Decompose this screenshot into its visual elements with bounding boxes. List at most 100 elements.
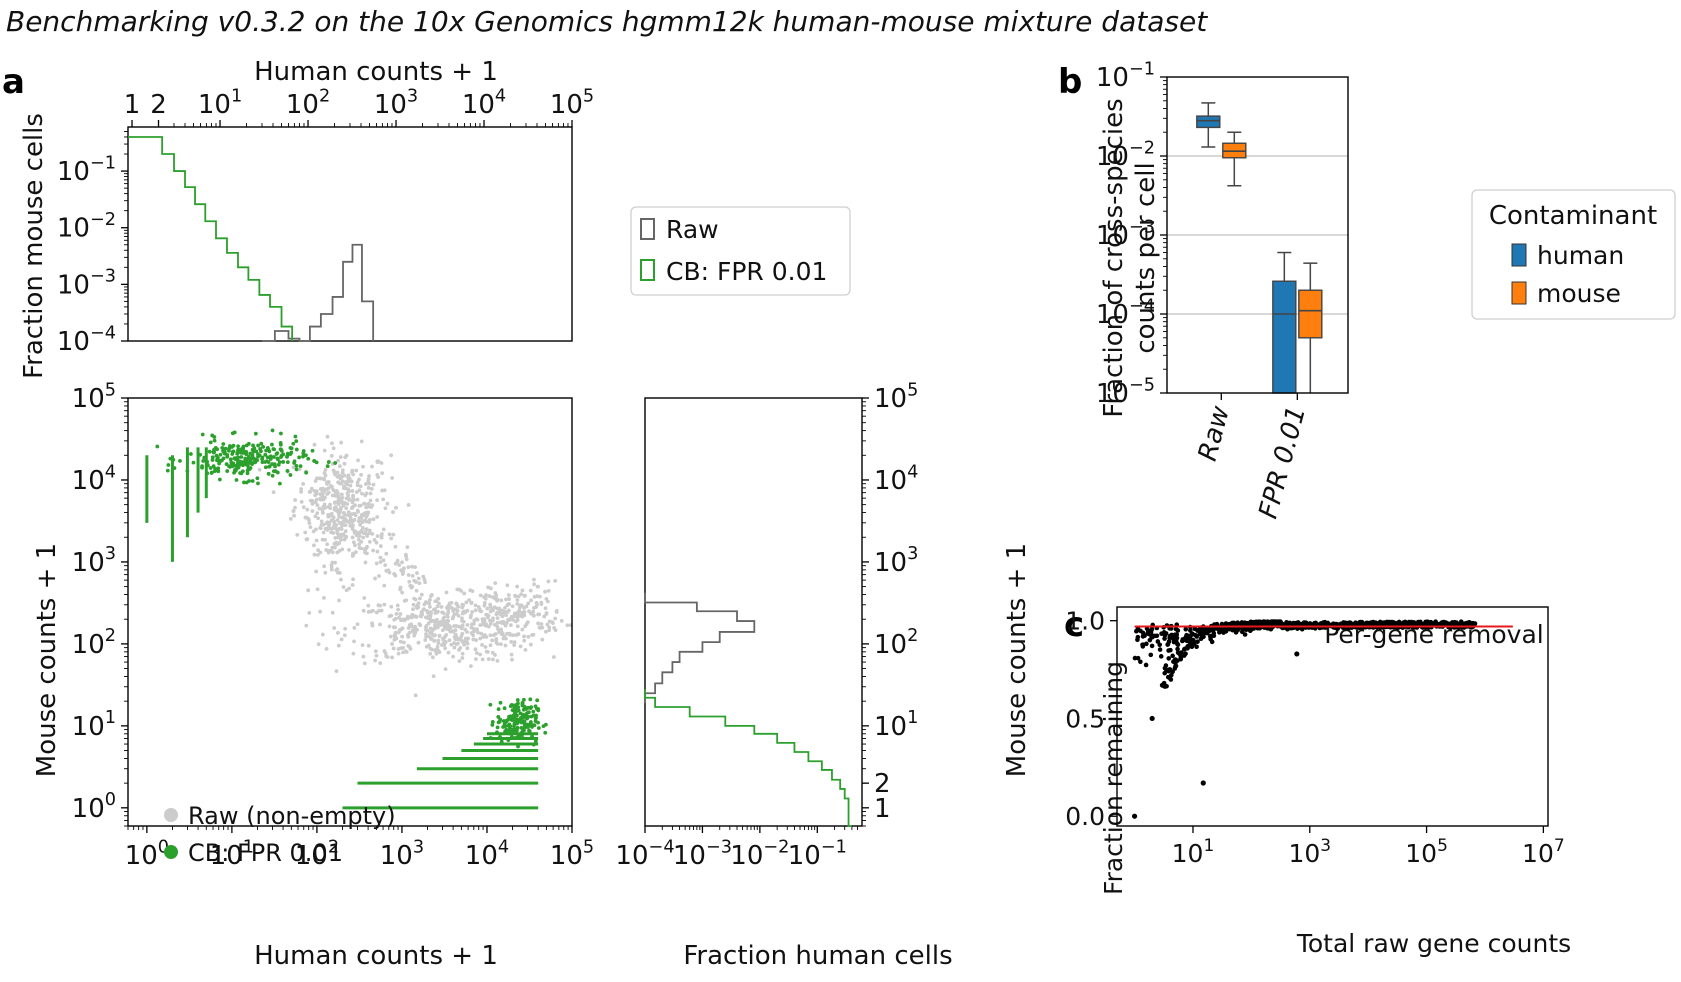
raw-point [437, 634, 442, 639]
cb-point [263, 460, 268, 464]
raw-point [344, 496, 349, 501]
cb-point [520, 701, 525, 706]
raw-point [321, 595, 326, 600]
scatter-y-tick-label: 100 [72, 790, 116, 824]
cb-point [502, 706, 507, 711]
raw-point [335, 542, 339, 547]
cb-point [499, 739, 504, 744]
raw-point [381, 527, 386, 532]
raw-point [293, 505, 297, 510]
scatter-legend: Raw (non-empty) CB: FPR 0.01 [164, 802, 396, 867]
raw-point [559, 619, 564, 623]
raw-point [320, 508, 325, 512]
gene-point [1467, 620, 1472, 625]
cb-point [509, 703, 514, 707]
raw-point [370, 464, 374, 469]
raw-point [366, 609, 371, 614]
top-x-tick-label: 102 [286, 86, 330, 120]
cb-point [270, 473, 275, 478]
raw-point [360, 491, 364, 496]
gene-point [1190, 637, 1196, 643]
cb-point [291, 441, 296, 446]
raw-point [510, 604, 515, 609]
raw-point [337, 598, 341, 603]
raw-point [338, 505, 343, 510]
raw-point [339, 577, 343, 582]
gene-point [1183, 638, 1189, 643]
raw-point [507, 602, 512, 606]
raw-point [309, 486, 314, 491]
raw-point [453, 628, 458, 633]
raw-point [335, 470, 340, 475]
raw-point [332, 545, 337, 550]
raw-point [413, 565, 417, 570]
cb-point [268, 454, 273, 459]
raw-point [524, 604, 529, 609]
raw-point [409, 622, 414, 627]
raw-point [299, 487, 304, 491]
raw-point [356, 537, 361, 542]
gene-point [1211, 626, 1216, 632]
cb-point [208, 440, 213, 445]
per-gene-x-tick-label: 107 [1522, 836, 1565, 868]
raw-point [522, 634, 526, 639]
cb-point [301, 451, 306, 456]
raw-point [402, 618, 407, 623]
legend-mouse-swatch [1511, 281, 1527, 305]
raw-point [328, 506, 333, 510]
right-x-tick-label: 10−4 [615, 837, 674, 871]
raw-point [380, 488, 385, 493]
gene-point [1319, 621, 1325, 627]
raw-point [375, 473, 380, 477]
raw-point [400, 590, 405, 595]
raw-point [494, 593, 499, 598]
cb-point [326, 460, 331, 465]
raw-point [505, 631, 509, 636]
raw-point [482, 619, 487, 624]
raw-point [467, 598, 471, 602]
cb-point [216, 469, 221, 474]
cb-point [208, 466, 213, 470]
raw-point [361, 512, 366, 517]
gene-point [1154, 633, 1160, 639]
raw-point [378, 560, 383, 564]
raw-point [473, 603, 478, 608]
raw-point [357, 504, 362, 508]
raw-point [551, 621, 555, 626]
raw-point [469, 600, 474, 605]
gene-point [1167, 676, 1173, 681]
cb-point [510, 731, 514, 736]
raw-point [428, 626, 433, 631]
raw-point [434, 651, 439, 656]
raw-point [396, 607, 400, 612]
cb-point [515, 698, 520, 702]
raw-point [476, 630, 480, 635]
raw-point [423, 580, 427, 585]
raw-point [434, 610, 439, 615]
raw-point [340, 523, 345, 527]
raw-point [372, 538, 377, 542]
raw-point [447, 623, 452, 628]
raw-point [531, 609, 536, 614]
raw-point [406, 503, 411, 507]
raw-point [373, 649, 378, 654]
raw-point [503, 605, 507, 610]
cb-point [221, 456, 226, 461]
raw-point [323, 570, 328, 575]
raw-point [483, 645, 488, 649]
raw-point [411, 607, 415, 612]
cb-point [515, 721, 519, 726]
cb-point [521, 714, 526, 719]
gene-point [1172, 632, 1178, 637]
per-gene-xlabel: Total raw gene counts [1296, 929, 1571, 958]
right-histogram: Fraction human cells Mouse counts + 1 10… [615, 380, 1032, 971]
raw-point [316, 548, 321, 552]
raw-point [370, 503, 375, 508]
gene-point [1144, 641, 1149, 647]
raw-point [410, 573, 415, 578]
gene-point [1219, 621, 1225, 627]
cb-point [270, 428, 275, 433]
top-histogram-xlabel: Human counts + 1 [254, 57, 498, 87]
gene-point [1138, 659, 1143, 665]
raw-point [361, 535, 366, 540]
